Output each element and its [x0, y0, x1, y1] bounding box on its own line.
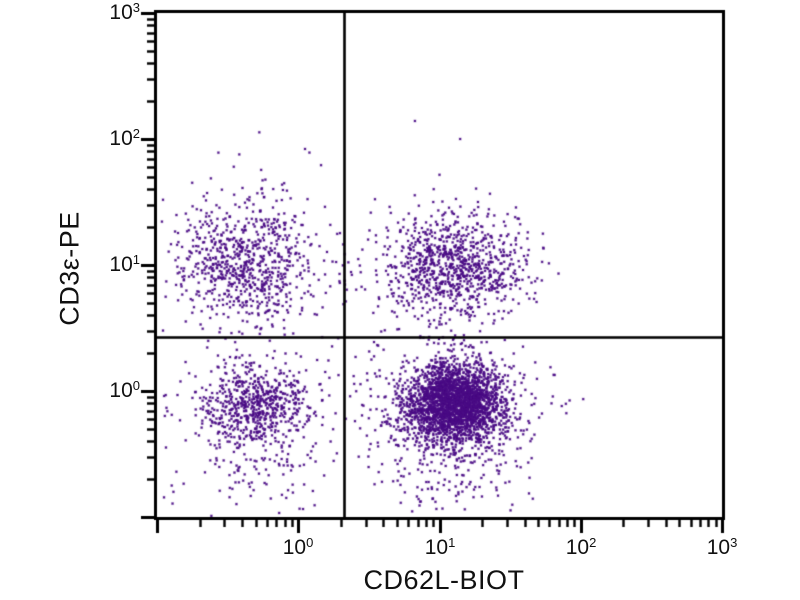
- y-axis-tick-label-10: 101: [109, 252, 140, 276]
- x-axis-title: CD62L-BIOT: [363, 565, 525, 595]
- y-axis-title: CD3ε-PE: [54, 211, 85, 326]
- x-axis-tick-label-10: 101: [424, 535, 456, 559]
- x-axis-tick-label-1: 100: [282, 535, 314, 559]
- y-axis-tick-label-1: 100: [109, 378, 140, 402]
- y-axis-tick-label-100: 102: [109, 126, 140, 150]
- x-axis-tick-label-1000: 103: [706, 535, 738, 559]
- x-axis-tick-label-100: 102: [565, 535, 597, 559]
- y-axis-tick-label-1000: 103: [109, 0, 140, 24]
